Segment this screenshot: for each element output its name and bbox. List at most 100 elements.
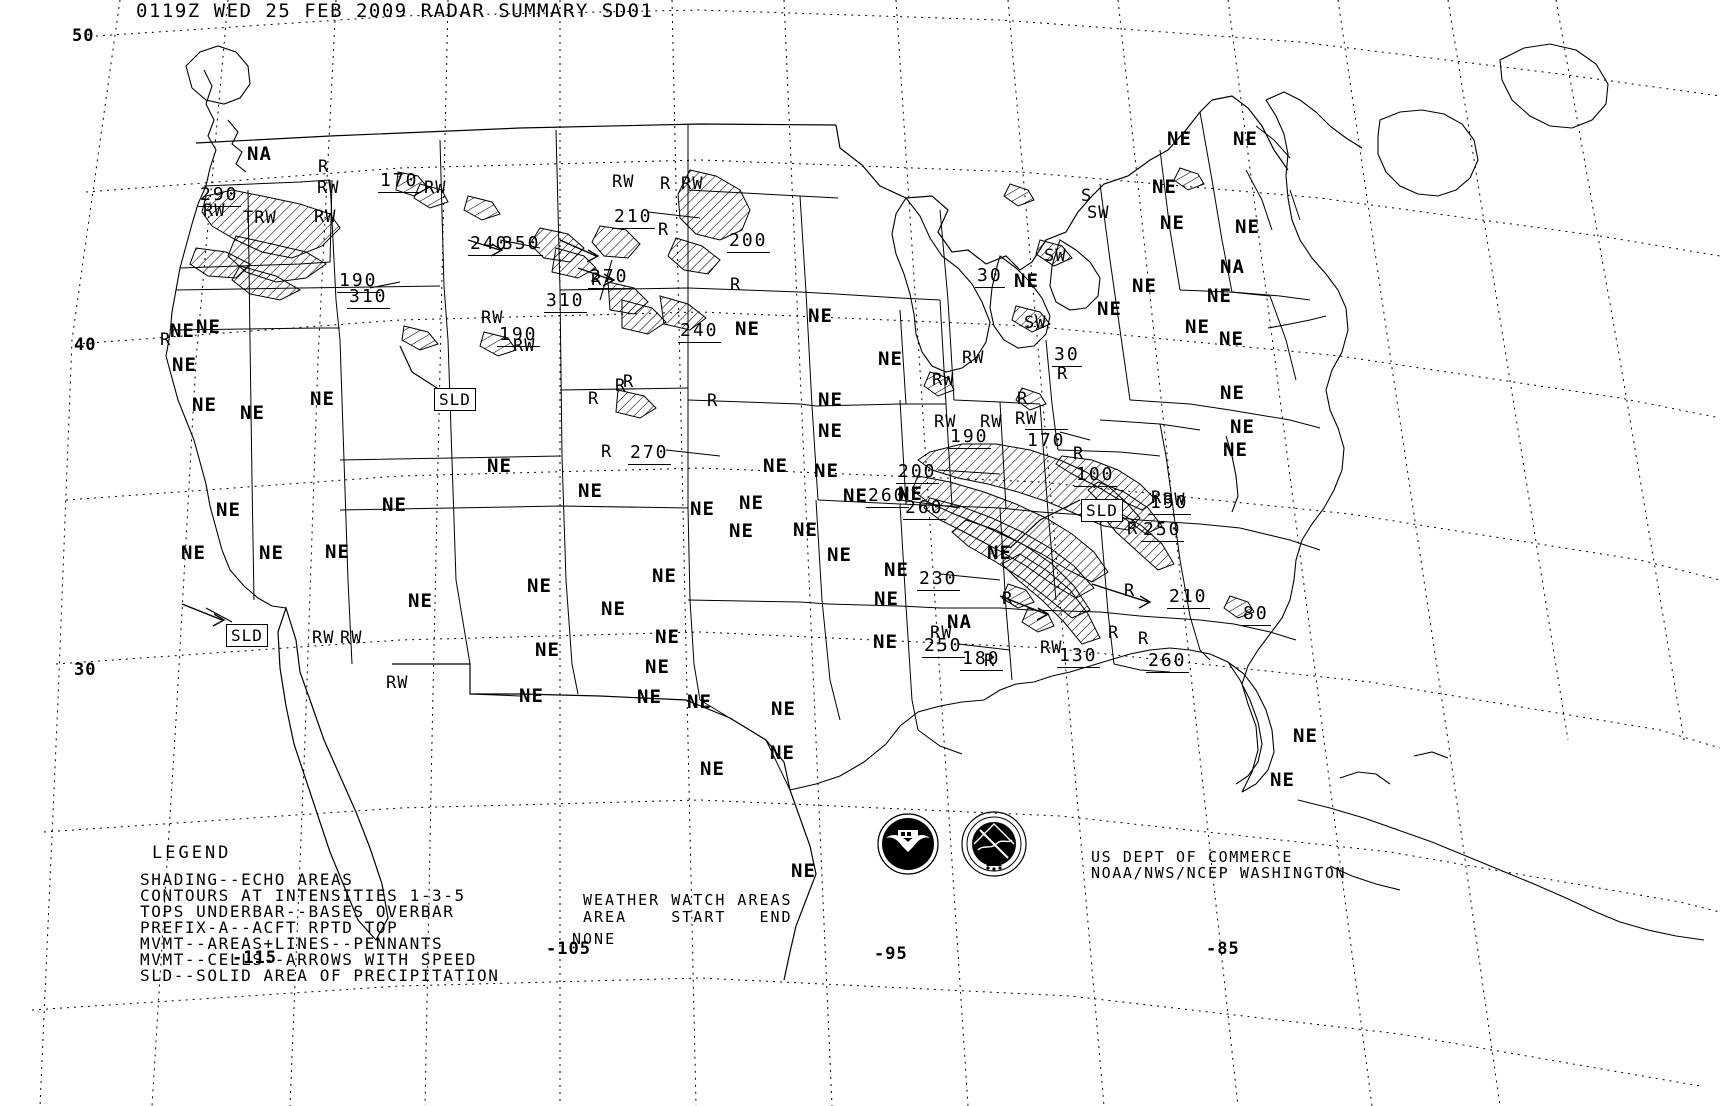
- longitude-label: -85: [1206, 939, 1240, 959]
- weather-symbol: R: [660, 174, 672, 194]
- weather-symbol: R: [707, 391, 719, 411]
- no-echo-label: NE: [1160, 212, 1185, 234]
- echo-top-label: 190: [497, 324, 540, 347]
- area-movement-pennants: [205, 345, 1081, 623]
- weather-symbol: RW: [424, 178, 447, 198]
- weather-symbol: R: [588, 389, 600, 409]
- echo-areas: [189, 167, 1255, 645]
- page-title: 0119Z WED 25 FEB 2009 RADAR SUMMARY SD01: [136, 0, 654, 22]
- no-echo-label: NE: [793, 519, 818, 541]
- no-echo-label: NE: [729, 520, 754, 542]
- weather-symbol: NA: [247, 143, 272, 165]
- legend-line: PREFIX-A--ACFT RPTD TOP: [140, 918, 399, 937]
- echo-top-label: 260: [866, 485, 909, 508]
- weather-symbol: NA: [947, 611, 972, 633]
- echo-top-label: 210: [612, 206, 655, 229]
- weather-symbol: R: [1057, 364, 1069, 384]
- no-echo-label: NE: [196, 316, 221, 338]
- legend-line: SHADING--ECHO AREAS: [140, 870, 354, 889]
- weather-symbol: R: [984, 651, 996, 671]
- no-echo-label: NE: [240, 402, 265, 424]
- no-echo-label: NE: [325, 541, 350, 563]
- weather-symbol: R: [1002, 589, 1014, 609]
- weather-symbol: SW: [1024, 313, 1047, 333]
- weather-symbol: RW: [1163, 490, 1186, 510]
- no-echo-label: NE: [771, 698, 796, 720]
- no-echo-label: NE: [652, 565, 677, 587]
- no-echo-label: NE: [382, 494, 407, 516]
- watch-value: NONE: [572, 930, 617, 948]
- no-echo-label: NE: [527, 575, 552, 597]
- credit-line-1: US DEPT OF COMMERCE: [1091, 848, 1293, 866]
- no-echo-label: NE: [172, 354, 197, 376]
- legend-line: CONTOURS AT INTENSITIES 1-3-5: [140, 886, 466, 905]
- echo-top-label: 310: [544, 290, 587, 313]
- no-echo-label: NE: [763, 455, 788, 477]
- no-echo-label: NE: [1235, 216, 1260, 238]
- echo-top-label: 260: [903, 497, 946, 520]
- no-echo-label: NE: [770, 742, 795, 764]
- echo-base-label: 170: [1025, 429, 1068, 451]
- no-echo-label: NE: [1207, 285, 1232, 307]
- echo-top-label: 270: [588, 266, 631, 289]
- sld-box: SLD: [1081, 499, 1123, 522]
- no-echo-label: NE: [1014, 270, 1039, 292]
- echo-top-label: 180: [960, 648, 1003, 671]
- no-echo-label: NE: [1185, 316, 1210, 338]
- no-echo-label: NE: [1230, 416, 1255, 438]
- echo-top-label: 100: [1074, 464, 1117, 487]
- no-echo-label: NE: [987, 542, 1012, 564]
- echo-top-label: 260: [1146, 650, 1189, 673]
- no-echo-label: NE: [884, 559, 909, 581]
- no-echo-label: NE: [735, 318, 760, 340]
- label-leader-lines: [369, 211, 1091, 651]
- echo-top-label: 170: [378, 170, 421, 193]
- weather-symbol: R: [318, 157, 330, 177]
- weather-symbol: R: [601, 442, 613, 462]
- no-echo-label: NE: [808, 305, 833, 327]
- watch-heading: WEATHER WATCH AREAS: [583, 891, 793, 909]
- echo-top-label: 270: [628, 442, 671, 465]
- echo-top-label: 30: [1052, 344, 1082, 367]
- no-echo-label: NE: [1223, 439, 1248, 461]
- weather-symbol: RW: [612, 172, 635, 192]
- no-echo-label: NE: [873, 631, 898, 653]
- no-echo-label: NE: [791, 860, 816, 882]
- weather-symbol: RW: [980, 412, 1003, 432]
- weather-symbol: RW: [681, 174, 704, 194]
- legend-heading: LEGEND: [152, 843, 232, 863]
- graticule-lines: [31, 0, 1720, 1106]
- weather-symbol: R: [1124, 581, 1136, 601]
- weather-symbol: RW: [1040, 638, 1063, 658]
- echo-top-label: 30: [975, 265, 1005, 288]
- no-echo-label: NE: [192, 394, 217, 416]
- weather-symbol: RW: [481, 308, 504, 328]
- no-echo-label: NE: [700, 758, 725, 780]
- echo-top-label: 200: [896, 461, 939, 484]
- no-echo-label: NE: [690, 498, 715, 520]
- no-echo-label: NE: [827, 544, 852, 566]
- echo-top-label: 240: [468, 233, 511, 256]
- echo-top-label: 190: [1148, 492, 1191, 515]
- no-echo-label: NE: [814, 460, 839, 482]
- no-echo-label: NE: [1220, 382, 1245, 404]
- weather-symbol: R: [1017, 389, 1029, 409]
- echo-top-label: 250: [1141, 519, 1184, 542]
- weather-symbol: RW: [932, 370, 955, 390]
- weather-symbol: RW: [203, 201, 226, 221]
- echo-top-label: 230: [917, 568, 960, 591]
- no-echo-label: NE: [259, 542, 284, 564]
- no-echo-label: NE: [655, 626, 680, 648]
- sld-box: SLD: [434, 388, 476, 411]
- no-echo-label: NE: [1152, 176, 1177, 198]
- weather-symbol: RW: [386, 673, 409, 693]
- no-echo-label: NE: [216, 499, 241, 521]
- no-echo-label: NE: [818, 389, 843, 411]
- echo-top-label: 240: [678, 320, 721, 343]
- no-echo-label: NE: [1233, 128, 1258, 150]
- weather-symbol: TRW: [243, 208, 277, 228]
- no-echo-label: NE: [898, 483, 923, 505]
- echo-top-label: 190: [337, 270, 380, 293]
